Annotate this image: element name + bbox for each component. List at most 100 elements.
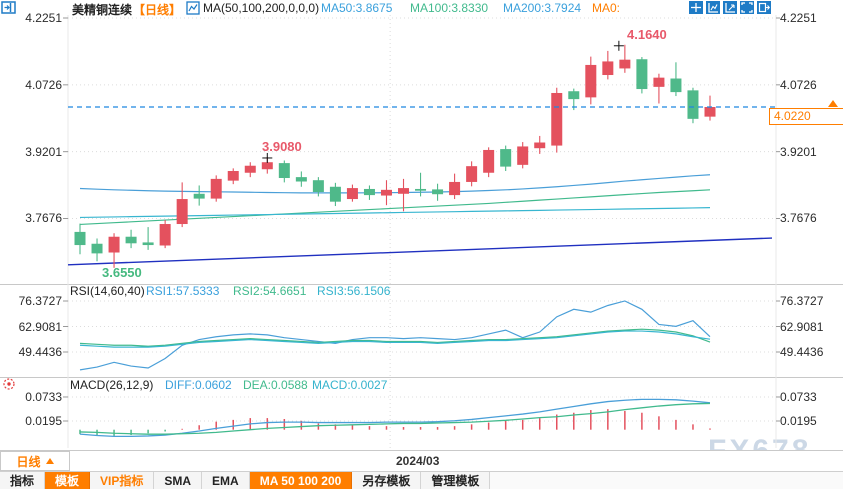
rsi-tick-left: 49.4436 (18, 345, 62, 359)
candle-body (176, 199, 188, 225)
rsi3-line (79, 330, 711, 348)
rsi-tick-right: 76.3727 (780, 294, 824, 308)
rsi2-line (79, 328, 711, 347)
triangle-up-icon (45, 458, 54, 464)
candle-body (363, 188, 375, 196)
price-tick-left: 4.2251 (25, 11, 62, 25)
candle-body (398, 188, 410, 194)
marked-low-label: 3.6550 (102, 265, 142, 280)
x-axis-strip (0, 450, 843, 471)
crosshair-icon[interactable] (689, 1, 703, 14)
ma100-line (79, 189, 711, 226)
price-tick-right: 3.7676 (780, 211, 817, 225)
price-tick-right: 4.2251 (780, 11, 817, 25)
ma50-value-label: MA50:3.8675 (321, 1, 393, 15)
rsi-title: RSI(14,60,40) (70, 284, 145, 298)
price-tick-right: 4.0726 (780, 78, 817, 92)
trend-line (67, 237, 773, 266)
candle-body (312, 180, 324, 193)
candle-body (568, 91, 580, 100)
tab-sma[interactable]: SMA (154, 472, 203, 489)
candle-body (380, 189, 392, 196)
tab-ema[interactable]: EMA (202, 472, 250, 489)
rsi2-value-label: RSI2:54.6651 (233, 284, 307, 298)
macd-tick-right: 0.0195 (780, 414, 817, 428)
marked-swing-label: 3.9080 (262, 139, 302, 154)
indicator-chart-icon[interactable] (186, 1, 200, 20)
tab-save-template[interactable]: 另存模板 (352, 472, 422, 489)
symbol-title: 美精铜连续 (72, 3, 133, 17)
candle-body (653, 77, 665, 87)
zoom-bar-icon[interactable] (723, 1, 737, 14)
tab-indicators[interactable]: 指标 (0, 472, 46, 489)
candle-body (91, 243, 103, 254)
template-tab-bar: 指标 模板 VIP指标 SMA EMA MA 50 100 200 另存模板 管… (0, 471, 843, 489)
period-dropdown-button[interactable]: 日线 (0, 451, 70, 471)
ma0-value-label: MA0: (592, 1, 621, 15)
export-window-icon[interactable] (757, 1, 771, 14)
rsi1-value-label: RSI1:57.5333 (146, 284, 220, 298)
rsi-tick-left: 62.9081 (18, 320, 62, 334)
price-direction-arrow-icon (828, 100, 838, 107)
period-tag: 【日线】 (133, 3, 182, 17)
candle-body (346, 188, 358, 200)
candle-body (415, 188, 427, 191)
rsi-tick-left: 76.3727 (18, 294, 62, 308)
macd-tick-left: 0.0733 (25, 390, 62, 404)
chart-toolbar (689, 1, 771, 14)
tab-manage-template[interactable]: 管理模板 (421, 472, 491, 489)
rsi-tick-right: 62.9081 (780, 320, 824, 334)
candle-body (500, 149, 512, 167)
last-price-badge: 4.0220 (769, 108, 843, 125)
diff-line (79, 398, 711, 438)
candle-body (261, 162, 273, 170)
candle-body (534, 142, 546, 149)
candle-body (517, 146, 529, 165)
tab-vip-indicators[interactable]: VIP指标 (90, 472, 155, 489)
tab-ma-50-100-200[interactable]: MA 50 100 200 (249, 472, 353, 489)
candle-body (432, 189, 444, 195)
candle-body (585, 64, 597, 98)
candle-body (278, 163, 290, 179)
fullscreen-icon[interactable] (740, 1, 754, 14)
tab-templates[interactable]: 模板 (45, 472, 91, 489)
x-axis-date-label: 2024/03 (396, 454, 440, 468)
macd-value-label: MACD:0.0027 (312, 378, 388, 392)
price-tick-left: 3.9201 (25, 145, 62, 159)
ma50-line (79, 174, 711, 194)
indicator-settings-icon[interactable] (2, 377, 16, 396)
period-dropdown-label: 日线 (16, 454, 41, 469)
candle-body (449, 181, 461, 196)
candle-body (687, 90, 699, 119)
candle-body (636, 59, 648, 90)
macd-title: MACD(26,12,9) (70, 378, 154, 392)
candle-body (619, 59, 631, 69)
price-tick-right: 3.9201 (780, 145, 817, 159)
rsi3-value-label: RSI3:56.1506 (317, 284, 391, 298)
dea-value-label: DEA:0.0588 (243, 378, 308, 392)
ma200-value-label: MA200:3.7924 (503, 1, 582, 15)
zoom-area-icon[interactable] (706, 1, 720, 14)
candle-body (159, 224, 171, 246)
candle-body (244, 165, 256, 173)
chart-canvas[interactable] (0, 0, 843, 450)
candle-body (483, 149, 495, 173)
candle-body (329, 186, 341, 202)
candle-body (295, 177, 307, 182)
candle-body (142, 242, 154, 246)
candle-body (227, 170, 239, 181)
candle-body (466, 166, 478, 182)
tab-bar-filler (490, 472, 843, 489)
candle-body (108, 236, 120, 253)
candle-body (602, 61, 614, 76)
macd-tick-right: 0.0733 (780, 390, 817, 404)
rsi1-line (79, 300, 711, 371)
candle-body (210, 178, 222, 199)
candle-body (193, 193, 205, 199)
candle-body (125, 236, 137, 244)
collapse-panel-icon[interactable] (1, 1, 17, 20)
ma200-line (79, 207, 711, 219)
rsi-tick-right: 49.4436 (780, 345, 824, 359)
candle-body (704, 107, 716, 117)
